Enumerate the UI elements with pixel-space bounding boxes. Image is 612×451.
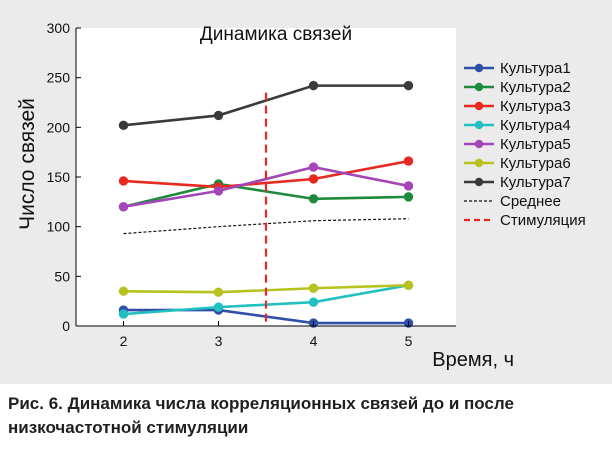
y-axis-label: Число связей bbox=[16, 98, 39, 230]
data-point-culture-5 bbox=[403, 181, 414, 191]
data-point-culture-7 bbox=[308, 80, 319, 91]
data-point-culture-5 bbox=[308, 162, 319, 172]
legend-marker bbox=[474, 82, 484, 92]
x-tick-label: 2 bbox=[120, 333, 128, 349]
legend-marker bbox=[474, 139, 484, 149]
legend-label: Культура2 bbox=[500, 79, 571, 96]
legend-label: Культура4 bbox=[500, 117, 571, 134]
data-point-culture-3 bbox=[308, 174, 319, 184]
legend-marker bbox=[474, 158, 484, 168]
legend-label: Культура5 bbox=[500, 136, 571, 153]
data-point-culture-2 bbox=[403, 192, 414, 202]
data-point-culture-6 bbox=[213, 287, 224, 297]
series-line-culture-5 bbox=[123, 165, 409, 209]
data-point-culture-7 bbox=[403, 80, 414, 91]
y-tick-label: 250 bbox=[47, 70, 71, 86]
data-point-culture-7 bbox=[118, 120, 129, 131]
data-point-culture-6 bbox=[308, 283, 319, 293]
series-line-culture-3 bbox=[123, 159, 409, 189]
legend: Культура1 Культура2 Культура3 Культура4 Куль… bbox=[464, 60, 586, 229]
data-point-culture-3 bbox=[403, 156, 414, 166]
legend-marker bbox=[474, 101, 484, 111]
x-tick-label: 5 bbox=[405, 333, 413, 349]
data-point-culture-4 bbox=[118, 309, 129, 319]
legend-label: Культура6 bbox=[500, 155, 571, 172]
y-tick-label: 300 bbox=[47, 20, 71, 36]
y-tick-label: 0 bbox=[62, 318, 70, 334]
tick-layer: 0 50 100 150 200 250 300 2 3 4 5 bbox=[47, 20, 413, 349]
figure-caption: Рис. 6. Динамика числа корреляционных св… bbox=[8, 394, 514, 437]
legend-label: Стимуляция bbox=[500, 212, 586, 229]
legend-marker bbox=[474, 63, 484, 73]
chart-frame: 0 50 100 150 200 250 300 2 3 4 5 Динамика связей Ч… bbox=[0, 0, 612, 384]
legend-label: Среднее bbox=[500, 193, 561, 210]
x-tick-label: 4 bbox=[310, 333, 318, 349]
series-layer bbox=[118, 80, 414, 328]
data-point-culture-7 bbox=[213, 110, 224, 121]
legend-marker bbox=[474, 177, 484, 187]
chart-title: Динамика связей bbox=[200, 24, 352, 45]
data-point-culture-6 bbox=[403, 280, 414, 290]
y-tick-label: 50 bbox=[54, 268, 70, 284]
data-point-culture-5 bbox=[118, 202, 129, 212]
legend-label: Культура7 bbox=[500, 174, 571, 191]
x-axis-label: Время, ч bbox=[432, 349, 514, 371]
legend-label: Культура3 bbox=[500, 98, 571, 115]
data-point-culture-5 bbox=[213, 186, 224, 196]
y-tick-label: 100 bbox=[47, 219, 71, 235]
legend-marker bbox=[474, 120, 484, 130]
data-point-culture-4 bbox=[308, 297, 319, 307]
data-point-culture-6 bbox=[118, 286, 129, 296]
line-chart: 0 50 100 150 200 250 300 2 3 4 5 Динамика связей Ч… bbox=[16, 20, 586, 371]
y-tick-label: 150 bbox=[47, 169, 71, 185]
data-point-culture-2 bbox=[308, 194, 319, 204]
data-point-culture-4 bbox=[213, 302, 224, 312]
x-tick-label: 3 bbox=[215, 333, 223, 349]
y-tick-label: 200 bbox=[47, 119, 71, 135]
legend-label: Культура1 bbox=[500, 60, 571, 77]
data-point-culture-3 bbox=[118, 176, 129, 186]
